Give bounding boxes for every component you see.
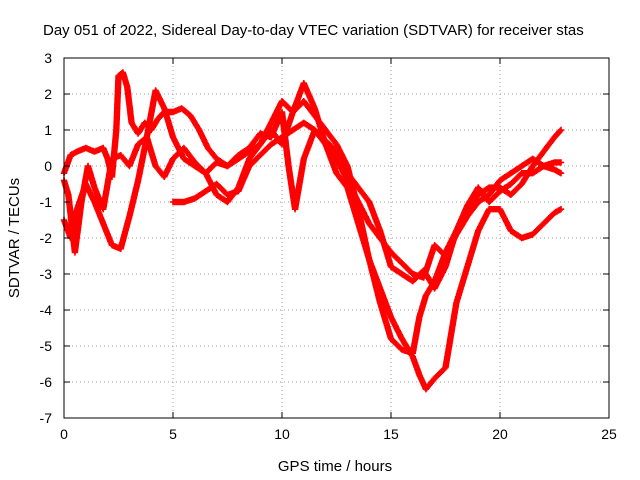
y-tick-label: -1	[40, 194, 53, 210]
y-tick-label: -5	[40, 338, 53, 354]
x-tick-label: 25	[601, 426, 617, 442]
tick-labels: 0 5 10 15 20 25 -7 -6 -5 -4 -3 -2 -1 0 1 2 3	[40, 50, 617, 442]
x-tick-label: 15	[383, 426, 399, 442]
y-tick-label: -2	[40, 230, 53, 246]
y-tick-label: -4	[40, 302, 53, 318]
y-tick-label: 0	[44, 158, 52, 174]
x-tick-label: 0	[60, 426, 68, 442]
y-axis-title: SDTVAR / TECUs	[6, 178, 23, 298]
series-layer	[60, 69, 565, 393]
x-tick-label: 10	[274, 426, 290, 442]
y-tick-label: -7	[40, 410, 53, 426]
chart-title: Day 051 of 2022, Sidereal Day-to-day VTE…	[43, 22, 584, 39]
series-markers	[169, 119, 565, 281]
x-axis-title: GPS time / hours	[278, 458, 392, 475]
y-tick-label: -6	[40, 374, 53, 390]
series-4	[169, 119, 565, 281]
x-tick-label: 5	[169, 426, 177, 442]
axis-ticks	[63, 57, 610, 419]
y-tick-label: -3	[40, 266, 53, 282]
y-tick-label: 2	[44, 86, 52, 102]
y-tick-label: 3	[44, 50, 52, 66]
y-tick-label: 1	[44, 122, 52, 138]
x-tick-label: 20	[492, 426, 508, 442]
